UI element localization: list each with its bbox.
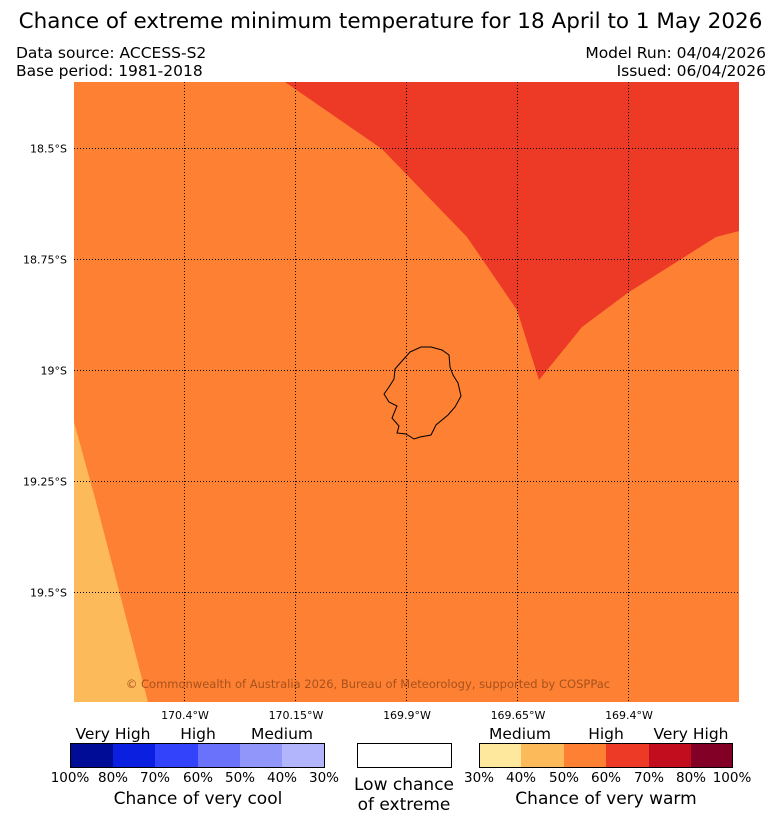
legend-warm-tick: 100% [712, 770, 752, 786]
lat-label-18-5: 18.5°S [30, 142, 67, 156]
legend-cool-tick: 70% [139, 770, 171, 786]
legend-cool-tick: 30% [308, 770, 340, 786]
lat-label-19-25: 19.25°S [23, 475, 67, 489]
legend-warm-tick: 30% [463, 770, 495, 786]
legend-cool-swatch-5 [240, 743, 282, 768]
legend-warm-swatch-6 [691, 743, 733, 768]
legend-warm-tick: 50% [548, 770, 580, 786]
legend-warm-caption: Chance of very warm [515, 789, 697, 809]
legend-warm-swatch-3 [564, 743, 606, 768]
forecast-map: © Commonwealth of Australia 2026, Bureau… [74, 82, 739, 702]
lon-label-170-4: 170.4°W [161, 709, 209, 722]
legend-cool-swatch-6 [282, 743, 325, 768]
lat-label-18-75: 18.75°S [23, 253, 67, 267]
legend-warm-high: High [588, 725, 624, 743]
legend-cool-tick: 60% [182, 770, 214, 786]
legend-cool-tick: 50% [224, 770, 256, 786]
legend-neutral-swatch [357, 743, 452, 768]
legend-warm-very-high: Very High [653, 725, 729, 743]
lon-label-170-15: 170.15°W [268, 709, 324, 722]
legend-cool-very-high: Very High [75, 725, 151, 743]
legend-cool-swatch-1 [70, 743, 113, 768]
lon-label-169-9: 169.9°W [383, 709, 431, 722]
legend-cool-medium: Medium [251, 725, 313, 743]
legend-cool-caption: Chance of very cool [113, 789, 283, 809]
legend-cool-high: High [180, 725, 216, 743]
legend-warm-medium: Medium [489, 725, 551, 743]
legend-warm-swatch-1 [479, 743, 521, 768]
legend-cool-tick: 100% [50, 770, 90, 786]
issued-label: Issued: 06/04/2026 [616, 62, 766, 80]
legend-warm-tick: 40% [505, 770, 537, 786]
legend-cool-swatch-3 [155, 743, 198, 768]
base-period-label: Base period: 1981-2018 [16, 62, 203, 80]
legend-cool-tick: 80% [97, 770, 129, 786]
legend-warm-tick: 60% [590, 770, 622, 786]
legend-warm-swatch-2 [521, 743, 564, 768]
legend-neutral-caption-2: of extreme [357, 795, 451, 815]
island-coastline [383, 346, 462, 440]
legend-warm-swatch-5 [649, 743, 691, 768]
model-run-label: Model Run: 04/04/2026 [585, 44, 766, 62]
chart-title: Chance of extreme minimum temperature fo… [18, 9, 763, 34]
lon-label-169-65: 169.65°W [490, 709, 546, 722]
legend-cool-swatch-4 [198, 743, 240, 768]
legend-neutral-caption-1: Low chance [354, 775, 454, 795]
legend-cool-swatch-2 [113, 743, 155, 768]
copyright-text: © Commonwealth of Australia 2026, Bureau… [126, 677, 610, 691]
lat-label-19: 19°S [40, 364, 67, 378]
map-region-high-warm-upper [285, 82, 739, 380]
legend-warm-tick: 70% [633, 770, 665, 786]
legend-cool-tick: 40% [266, 770, 298, 786]
gridlines [74, 82, 739, 702]
legend-warm-tick: 80% [675, 770, 707, 786]
lat-label-19-5: 19.5°S [30, 586, 67, 600]
data-source-label: Data source: ACCESS-S2 [16, 44, 207, 62]
lon-label-169-4: 169.4°W [605, 709, 653, 722]
legend-warm-swatch-4 [606, 743, 649, 768]
map-region-medium-warm [74, 422, 148, 702]
